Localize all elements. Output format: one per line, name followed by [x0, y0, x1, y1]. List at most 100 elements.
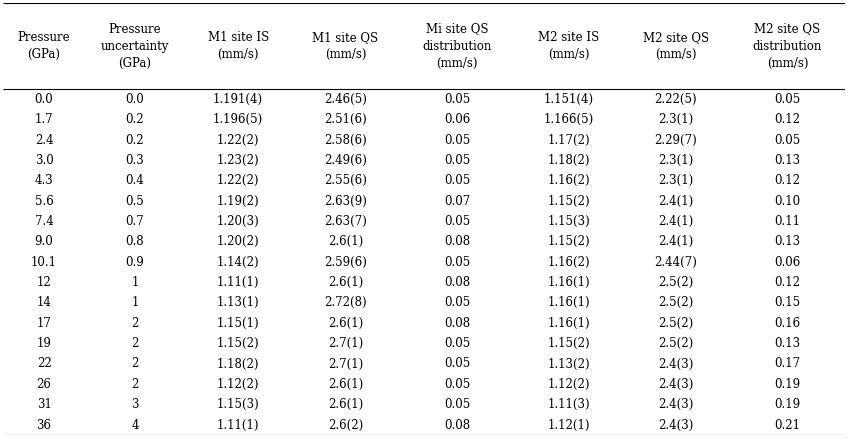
Text: 0.19: 0.19: [774, 398, 801, 411]
Text: 0.05: 0.05: [444, 398, 470, 411]
Text: 0.12: 0.12: [774, 174, 801, 187]
Text: 2.59(6): 2.59(6): [324, 256, 367, 269]
Text: 0.05: 0.05: [444, 357, 470, 371]
Text: 2: 2: [131, 337, 138, 350]
Text: 1.15(2): 1.15(2): [547, 235, 590, 248]
Text: 10.1: 10.1: [31, 256, 57, 269]
Text: 0.06: 0.06: [444, 113, 470, 126]
Text: 1.7: 1.7: [35, 113, 53, 126]
Text: 2.72(8): 2.72(8): [324, 297, 367, 309]
Text: 2.6(1): 2.6(1): [328, 398, 363, 411]
Text: M2 site QS
(mm/s): M2 site QS (mm/s): [643, 31, 709, 61]
Text: 2.3(1): 2.3(1): [658, 113, 694, 126]
Text: 0.08: 0.08: [444, 317, 470, 330]
Text: 3.0: 3.0: [35, 154, 53, 167]
Text: 0.19: 0.19: [774, 378, 801, 391]
Text: 1.15(2): 1.15(2): [547, 337, 590, 350]
Text: 2.7(1): 2.7(1): [328, 337, 363, 350]
Text: 36: 36: [36, 419, 52, 431]
Text: 0.08: 0.08: [444, 419, 470, 431]
Text: 1.191(4): 1.191(4): [213, 93, 263, 106]
Text: 2.6(2): 2.6(2): [328, 419, 363, 431]
Text: 9.0: 9.0: [35, 235, 53, 248]
Text: 1.18(2): 1.18(2): [217, 357, 259, 371]
Text: 14: 14: [36, 297, 52, 309]
Text: 2.5(2): 2.5(2): [658, 337, 694, 350]
Text: 1.151(4): 1.151(4): [544, 93, 594, 106]
Text: 0.05: 0.05: [444, 154, 470, 167]
Text: 1.17(2): 1.17(2): [547, 134, 590, 147]
Text: M2 site IS
(mm/s): M2 site IS (mm/s): [538, 31, 600, 61]
Text: Pressure
(GPa): Pressure (GPa): [18, 31, 70, 61]
Text: 0.05: 0.05: [444, 93, 470, 106]
Text: 1.15(1): 1.15(1): [217, 317, 259, 330]
Text: 2.5(2): 2.5(2): [658, 297, 694, 309]
Text: 1.14(2): 1.14(2): [217, 256, 259, 269]
Text: 2.4(1): 2.4(1): [658, 215, 694, 228]
Text: 2.4(3): 2.4(3): [658, 398, 694, 411]
Text: 2.51(6): 2.51(6): [324, 113, 367, 126]
Text: 0.12: 0.12: [774, 276, 801, 289]
Text: 1.12(1): 1.12(1): [547, 419, 590, 431]
Text: 2.58(6): 2.58(6): [324, 134, 367, 147]
Text: 1: 1: [131, 276, 138, 289]
Text: 2: 2: [131, 378, 138, 391]
Text: 1.12(2): 1.12(2): [217, 378, 259, 391]
Text: 2.4: 2.4: [35, 134, 53, 147]
Text: 2.63(9): 2.63(9): [324, 195, 367, 208]
Text: 0.08: 0.08: [444, 235, 470, 248]
Text: 1.22(2): 1.22(2): [217, 174, 259, 187]
Text: 0.10: 0.10: [774, 195, 801, 208]
Text: 0.05: 0.05: [444, 174, 470, 187]
Text: 0.7: 0.7: [126, 215, 144, 228]
Text: 0.11: 0.11: [774, 215, 801, 228]
Text: 0.13: 0.13: [774, 337, 801, 350]
Text: 22: 22: [36, 357, 52, 371]
Text: 1.18(2): 1.18(2): [547, 154, 590, 167]
Text: 1: 1: [131, 297, 138, 309]
Text: 0.13: 0.13: [774, 235, 801, 248]
Text: 2: 2: [131, 357, 138, 371]
Text: 1.196(5): 1.196(5): [213, 113, 263, 126]
Text: 2.7(1): 2.7(1): [328, 357, 363, 371]
Text: 1.15(3): 1.15(3): [217, 398, 259, 411]
Text: 1.15(2): 1.15(2): [547, 195, 590, 208]
Text: 2.6(1): 2.6(1): [328, 235, 363, 248]
Text: 0.05: 0.05: [444, 337, 470, 350]
Text: 4.3: 4.3: [35, 174, 53, 187]
Text: 0.16: 0.16: [774, 317, 801, 330]
Text: 1.12(2): 1.12(2): [547, 378, 590, 391]
Text: 2.49(6): 2.49(6): [324, 154, 367, 167]
Text: 0.2: 0.2: [126, 113, 144, 126]
Text: 26: 26: [36, 378, 52, 391]
Text: 0.05: 0.05: [774, 134, 801, 147]
Text: 12: 12: [36, 276, 52, 289]
Text: M2 site QS
distribution
(mm/s): M2 site QS distribution (mm/s): [753, 22, 822, 70]
Text: 17: 17: [36, 317, 52, 330]
Text: 2.4(3): 2.4(3): [658, 419, 694, 431]
Text: 0.3: 0.3: [126, 154, 144, 167]
Text: 0.08: 0.08: [444, 276, 470, 289]
Text: 1.22(2): 1.22(2): [217, 134, 259, 147]
Text: 2.3(1): 2.3(1): [658, 174, 694, 187]
Text: 2.6(1): 2.6(1): [328, 317, 363, 330]
Text: 0.0: 0.0: [126, 93, 144, 106]
Text: 0.13: 0.13: [774, 154, 801, 167]
Text: 7.4: 7.4: [35, 215, 53, 228]
Text: 5.6: 5.6: [35, 195, 53, 208]
Text: 2.22(5): 2.22(5): [655, 93, 697, 106]
Text: 2.46(5): 2.46(5): [324, 93, 367, 106]
Text: 2.4(1): 2.4(1): [658, 235, 694, 248]
Text: Pressure
uncertainty
(GPa): Pressure uncertainty (GPa): [101, 22, 169, 70]
Text: 2.6(1): 2.6(1): [328, 276, 363, 289]
Text: 0.8: 0.8: [126, 235, 144, 248]
Text: 0.4: 0.4: [126, 174, 144, 187]
Text: 1.15(2): 1.15(2): [217, 337, 259, 350]
Text: 1.16(2): 1.16(2): [547, 174, 590, 187]
Text: Mi site QS
distribution
(mm/s): Mi site QS distribution (mm/s): [422, 22, 492, 70]
Text: 0.21: 0.21: [774, 419, 801, 431]
Text: 1.16(2): 1.16(2): [547, 256, 590, 269]
Text: 2.4(3): 2.4(3): [658, 357, 694, 371]
Text: M1 site QS
(mm/s): M1 site QS (mm/s): [312, 31, 378, 61]
Text: 2: 2: [131, 317, 138, 330]
